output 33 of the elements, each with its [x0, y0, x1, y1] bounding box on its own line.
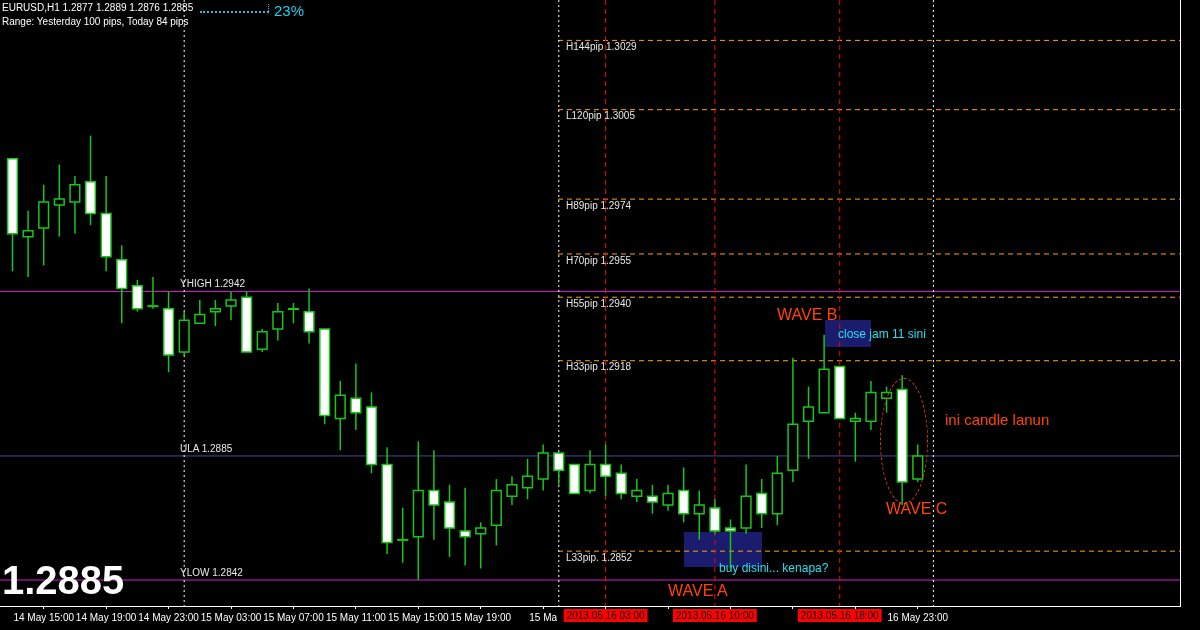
ref-line-label: YHIGH 1.2942	[180, 278, 246, 290]
ref-line-label: YLOW 1.2842	[180, 566, 244, 578]
x-tick-label: 15 May 19:00	[450, 611, 512, 623]
ref-line-label: H33pip 1.2918	[566, 361, 632, 373]
x-tick-label: 15 Ma	[529, 611, 558, 623]
ref-line-label: ULA 1.2885	[180, 442, 233, 454]
chart-title: EURUSD,H1 1.2877 1.2889 1.2876 1.2885	[2, 2, 194, 13]
ref-line-label: 2013.05.16 10:00	[675, 609, 755, 621]
annotation: 1.2885	[2, 558, 125, 603]
annotation: 23%	[274, 2, 305, 19]
x-tick-label: 15 May 15:00	[388, 611, 450, 623]
annotation: ini candle lanun	[945, 411, 1050, 428]
ref-line-label: 2013.05.16 18:00	[800, 609, 880, 621]
annotation: WAVE B	[777, 306, 838, 324]
ref-line-label: H144pip 1.3029	[566, 41, 638, 53]
x-tick-label: 15 May 03:00	[200, 611, 262, 623]
annotation: WAVE A	[668, 582, 728, 600]
text: Range: Yesterday 100 pips, Today 84 pips	[2, 16, 189, 27]
annotation: buy disini... kenapa?	[719, 561, 829, 575]
x-tick-label: 15 May 07:00	[263, 611, 325, 623]
annotation: close jam 11 sini	[838, 327, 926, 341]
x-tick-label: 14 May 15:00	[13, 611, 75, 623]
x-tick-label: 14 May 19:00	[75, 611, 137, 623]
x-tick-label: 14 May 23:00	[138, 611, 200, 623]
ref-line-label: H70pip 1.2955	[566, 254, 632, 266]
ref-line-label: H55pip 1.2940	[566, 297, 632, 309]
x-tick-label: 15 May 11:00	[325, 611, 387, 623]
ref-line-label: H89pip 1.2974	[566, 199, 632, 211]
ref-line-label: L120pip 1.3005	[566, 110, 636, 122]
x-tick-label: 16 May 23:00	[887, 611, 949, 623]
ref-line-label: L33pip. 1.2852	[566, 551, 633, 563]
ref-line-label: 2013.05.16 03:00	[566, 609, 645, 621]
annotation: WAVE C	[886, 500, 948, 518]
